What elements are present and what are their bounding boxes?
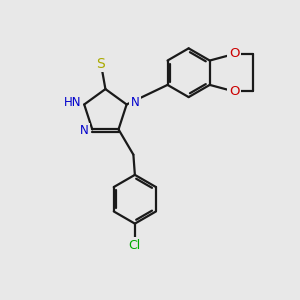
Text: O: O [229,85,239,98]
Text: O: O [229,47,239,61]
Text: S: S [97,57,105,71]
Text: Cl: Cl [129,238,141,251]
Text: N: N [80,124,88,137]
Text: HN: HN [64,97,82,110]
Text: N: N [130,97,139,110]
